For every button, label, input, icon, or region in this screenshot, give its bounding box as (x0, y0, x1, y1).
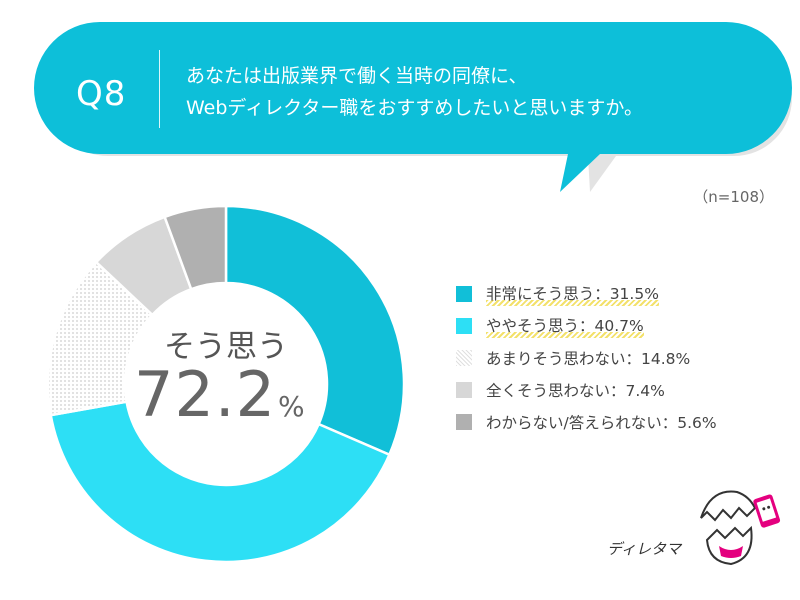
legend-label: 全くそう思わない：7.4% (486, 382, 665, 400)
legend-item-4: 全くそう思わない：7.4% (456, 374, 717, 406)
legend: 非常にそう思う：31.5% ややそう思う：40.7% あまりそう思わない：14.8%… (456, 278, 717, 438)
legend-label: わからない/答えられない：5.6% (486, 414, 717, 432)
legend-label: あまりそう思わない：14.8% (486, 350, 691, 368)
egg-shell-bottom (705, 525, 753, 566)
legend-swatch (456, 286, 472, 302)
legend-swatch (456, 350, 472, 366)
question-bubble (34, 22, 792, 192)
center-number: 72.2 (134, 358, 277, 431)
center-label: そう思う (164, 329, 288, 365)
question-text: あなたは出版業界で働く当時の同僚に、 Webディレクター職をおすすめしたいと思い… (186, 60, 643, 124)
bubble-shape (34, 22, 792, 192)
legend-item-5: わからない/答えられない：5.6% (456, 406, 717, 438)
center-unit: % (278, 390, 306, 423)
donut-slice-1 (224, 204, 406, 457)
donut-slice-5 (163, 204, 228, 291)
egg-shell-top (700, 490, 757, 522)
question-line-1: あなたは出版業界で働く当時の同僚に、 (186, 65, 528, 87)
legend-swatch (456, 382, 472, 398)
question-number: Q8 (76, 74, 127, 114)
donut-chart (46, 204, 406, 564)
legend-label: ややそう思う：40.7% (486, 314, 644, 338)
legend-label: 非常にそう思う：31.5% (486, 282, 659, 306)
egg-yolk-accent (719, 546, 743, 558)
legend-swatch (456, 318, 472, 334)
question-line-2: Webディレクター職をおすすめしたいと思いますか。 (186, 97, 643, 119)
question-divider (159, 50, 160, 128)
legend-item-1: 非常にそう思う：31.5% (456, 278, 717, 310)
legend-swatch (456, 414, 472, 430)
egg-mascot-logo (700, 490, 781, 566)
legend-item-3: あまりそう思わない：14.8% (456, 342, 717, 374)
legend-item-2: ややそう思う：40.7% (456, 310, 717, 342)
donut-slice-2 (49, 400, 392, 564)
smartphone-icon (753, 494, 781, 528)
sample-size: （n=108） (693, 188, 774, 206)
logo-text: ディレタマ (607, 540, 681, 558)
center-value: 72.2% (134, 358, 306, 431)
